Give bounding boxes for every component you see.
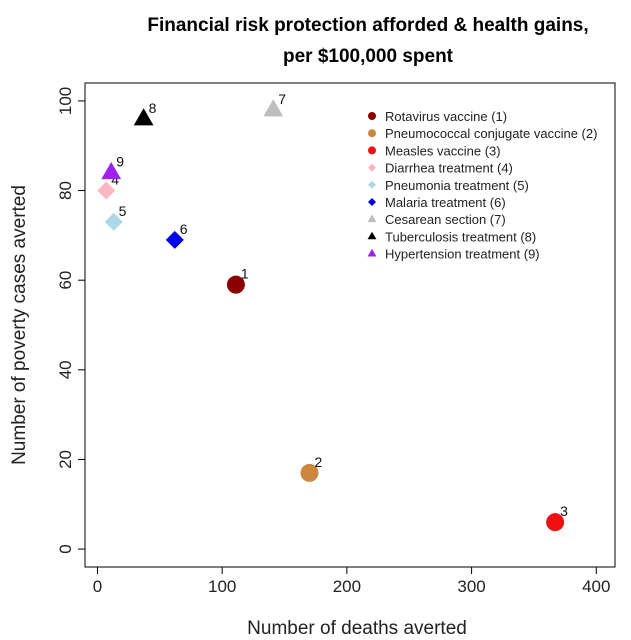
data-point [101, 162, 122, 180]
legend-marker [368, 180, 376, 189]
y-axis-label: Number of poverty cases averted [9, 185, 30, 465]
y-tick-label: 20 [56, 450, 75, 469]
legend-marker [368, 163, 376, 172]
chart-title-line-2: per $100,000 spent [283, 46, 454, 67]
data-point-label: 8 [149, 100, 157, 116]
data-point-label: 1 [241, 266, 249, 282]
data-point-label: 5 [119, 203, 127, 219]
x-tick-label: 400 [582, 577, 610, 596]
legend-entry: Cesarean section (7) [385, 212, 506, 227]
legend-marker [367, 231, 377, 240]
data-point [133, 108, 154, 126]
data-points: 1 2 3 45 6 7 8 9 [97, 91, 568, 532]
legend-marker [368, 198, 376, 206]
legend-entry: Pneumonia treatment (5) [385, 178, 529, 193]
y-tick-label: 0 [56, 544, 75, 553]
legend-entry: Tuberculosis treatment (8) [385, 229, 536, 244]
legend-marker [367, 248, 377, 257]
data-point-label: 4 [111, 172, 119, 188]
data-point [97, 181, 116, 200]
legend-entry: Rotavirus vaccine (1) [385, 109, 507, 124]
legend-entry: Pneumococcal conjugate vaccine (2) [385, 126, 597, 141]
data-point [546, 513, 565, 532]
legend-marker [368, 112, 376, 120]
data-point [226, 275, 245, 294]
x-axis-label: Number of deaths averted [247, 618, 467, 639]
y-axis: 0 20 40 60 80 100 [56, 87, 85, 554]
legend-marker [368, 146, 376, 155]
data-point-label: 2 [314, 454, 322, 470]
legend-marker [368, 129, 376, 138]
data-point-label: 7 [278, 91, 286, 107]
x-axis: 0 100 200 300 400 [93, 567, 610, 596]
x-tick-label: 0 [93, 577, 102, 596]
y-tick-label: 60 [56, 271, 75, 290]
data-point-label: 6 [180, 221, 188, 237]
y-tick-label: 40 [56, 360, 75, 379]
legend-entry: Measles vaccine (3) [385, 143, 501, 158]
legend-entry: Hypertension treatment (9) [385, 247, 540, 262]
data-point-label: 9 [116, 154, 124, 170]
legend-entry: Malaria treatment (6) [385, 195, 506, 210]
x-tick-label: 200 [333, 577, 361, 596]
data-point [263, 99, 284, 117]
data-point [165, 230, 184, 249]
plot-frame [84, 82, 616, 568]
legend-entry: Diarrhea treatment (4) [385, 161, 513, 176]
x-tick-label: 100 [208, 577, 236, 596]
y-tick-label: 100 [56, 87, 75, 115]
data-point-label: 3 [560, 503, 568, 519]
data-point [300, 463, 319, 482]
legend-marker [367, 214, 377, 223]
chart-title-line-1: Financial risk protection afforded & hea… [147, 15, 588, 36]
legend: Rotavirus vaccine (1) Pneumococcal conjug… [367, 109, 597, 262]
y-tick-label: 80 [56, 181, 75, 200]
data-point [104, 212, 123, 231]
x-tick-label: 300 [457, 577, 485, 596]
